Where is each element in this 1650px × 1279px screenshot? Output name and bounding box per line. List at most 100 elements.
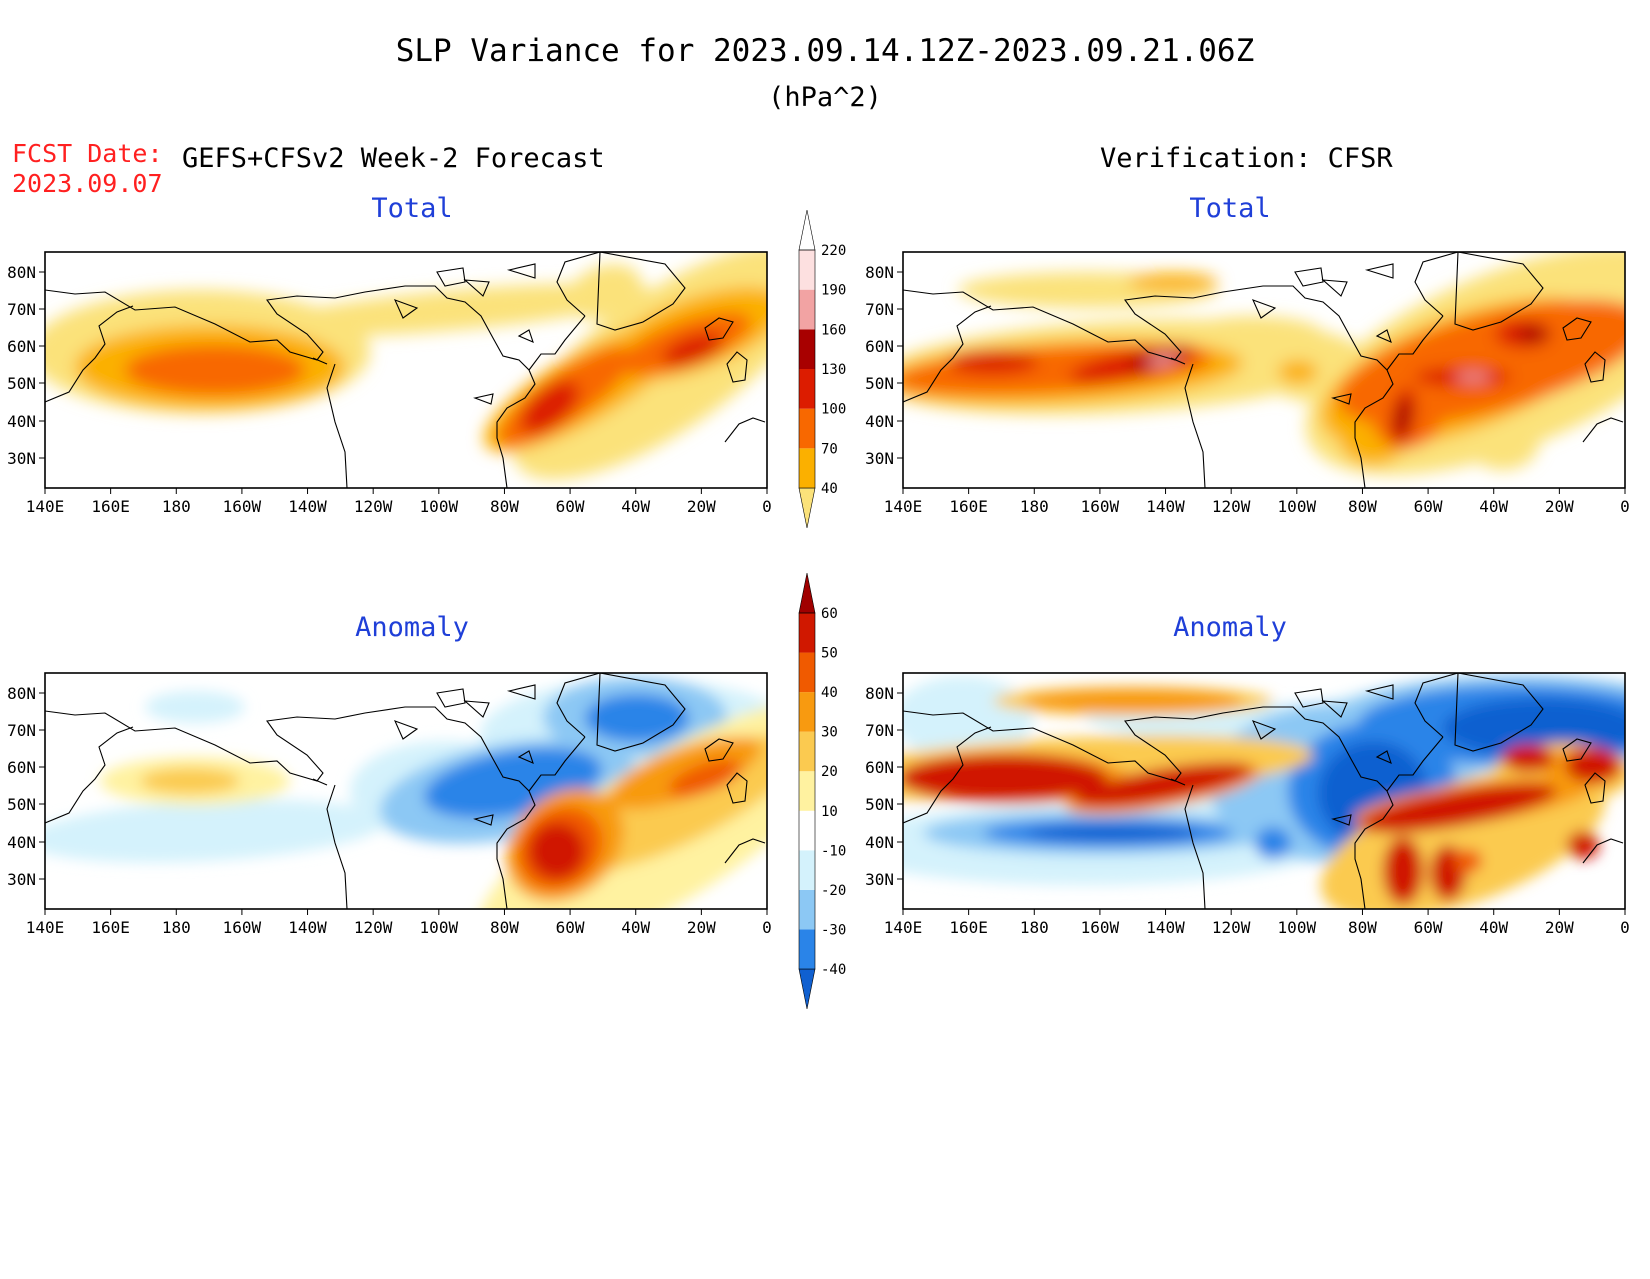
lon-label: 140W <box>1146 497 1185 516</box>
shaded-field <box>45 677 767 909</box>
lon-label: 100W <box>420 497 459 516</box>
contour-region <box>1394 397 1412 437</box>
lon-label: 160W <box>1081 918 1120 937</box>
lon-label: 80W <box>1348 918 1377 937</box>
fcst-date-value: 2023.09.07 <box>12 169 163 198</box>
lon-label: 0 <box>762 918 772 937</box>
contour-region <box>1443 698 1625 758</box>
colorbar-label: 70 <box>821 441 838 457</box>
lat-label: 30N <box>7 870 36 889</box>
coastline <box>596 673 686 752</box>
colorbar-frame <box>798 612 816 970</box>
colorbar-label: -10 <box>821 843 846 859</box>
shaded-field <box>903 675 1625 909</box>
lat-label: 50N <box>865 795 894 814</box>
coastline <box>326 784 348 909</box>
coastline <box>506 263 536 279</box>
lon-label: 80W <box>490 497 519 516</box>
coastline <box>1251 720 1277 740</box>
colorbar-segment <box>799 692 815 732</box>
coastline <box>1454 252 1544 331</box>
coastline <box>1294 688 1324 708</box>
map-frame <box>44 672 768 910</box>
coastline <box>903 285 1394 488</box>
contour-region <box>668 759 742 797</box>
contour-region <box>529 823 585 879</box>
coastline <box>1582 417 1624 443</box>
lon-label: 80W <box>1348 497 1377 516</box>
contour-region <box>1023 689 1243 713</box>
colorbar-label: 60 <box>821 606 838 622</box>
coastline <box>312 357 328 365</box>
colorbar-upper-extension <box>798 209 816 251</box>
panel-title-forecast-anomaly: Anomaly <box>355 612 469 643</box>
map-frame <box>902 672 1626 910</box>
lon-label: 20W <box>1545 918 1574 937</box>
lat-label: 70N <box>865 721 894 740</box>
contour-region <box>1383 837 1423 905</box>
coastline <box>1251 299 1277 319</box>
colorbar-segment <box>799 613 815 653</box>
contour-region <box>1502 744 1554 772</box>
coastlines <box>903 673 1624 909</box>
lon-label: 20W <box>687 497 716 516</box>
lon-label: 60W <box>1414 497 1443 516</box>
lat-label: 40N <box>7 833 36 852</box>
colorbar-label: 30 <box>821 725 838 741</box>
lon-label: 0 <box>762 497 772 516</box>
colorbar-label: -40 <box>821 962 846 978</box>
forecast-title: GEFS+CFSv2 Week-2 Forecast <box>182 143 605 174</box>
coastline <box>1294 267 1324 287</box>
coastline <box>463 700 490 718</box>
lon-label: 80W <box>490 918 519 937</box>
panel-title-verification-total: Total <box>1189 193 1270 224</box>
figure-title: SLP Variance for 2023.09.14.12Z-2023.09.… <box>396 33 1255 69</box>
colorbar-segment <box>799 731 815 772</box>
coastline <box>1170 357 1186 365</box>
lon-label: 140E <box>884 497 923 516</box>
lon-label: 40W <box>1479 497 1508 516</box>
contour-region <box>255 283 655 337</box>
colorbar-segment <box>799 889 815 930</box>
lon-label: 100W <box>420 918 459 937</box>
colorbar-lower-extension <box>798 968 816 1010</box>
contour-region <box>45 799 385 863</box>
coastline <box>45 285 536 488</box>
lon-label: 40W <box>621 497 650 516</box>
contour-region <box>125 345 305 395</box>
coastline <box>1375 329 1392 343</box>
colorbar-label: 130 <box>821 362 846 378</box>
colorbar-segment <box>799 448 815 488</box>
map-panel-forecast-anomaly: 80N 70N 60N 50N 40N 30N 140E 160E 180 160W 140W 120… <box>7 672 772 937</box>
lat-label: 60N <box>865 758 894 777</box>
contour-region <box>1278 360 1318 384</box>
lat-label: 50N <box>7 795 36 814</box>
coastline <box>1331 393 1352 405</box>
lat-label: 70N <box>865 300 894 319</box>
lon-label: 40W <box>1479 918 1508 937</box>
lon-label: 140E <box>884 918 923 937</box>
coastline <box>1562 317 1592 341</box>
coastlines <box>903 252 1624 488</box>
lon-label: 20W <box>1545 497 1574 516</box>
coastline <box>1331 814 1352 826</box>
contour-region <box>1455 373 1491 381</box>
lon-label: 160W <box>223 497 262 516</box>
map-frame <box>902 251 1626 489</box>
contour-region <box>948 350 1038 374</box>
coastline <box>903 305 992 403</box>
contour-region <box>1567 831 1599 859</box>
lat-label: 30N <box>7 449 36 468</box>
lon-label: 60W <box>1414 918 1443 937</box>
lon-label: 160E <box>949 497 988 516</box>
lon-label: 60W <box>556 918 585 937</box>
contour-region <box>662 332 724 368</box>
lon-label: 0 <box>1620 918 1630 937</box>
lat-label: 30N <box>865 870 894 889</box>
fcst-date-label: FCST Date: <box>12 139 163 168</box>
coastline <box>1584 772 1606 804</box>
contour-region <box>140 768 240 794</box>
coastlines <box>45 252 766 488</box>
lat-label: 80N <box>865 263 894 282</box>
contour-region <box>1128 273 1218 291</box>
